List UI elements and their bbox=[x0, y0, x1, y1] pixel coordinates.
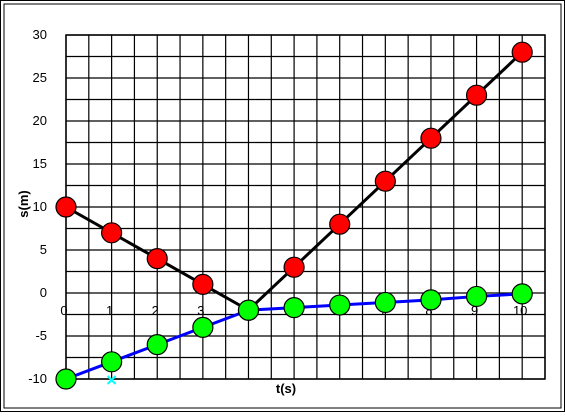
y-axis-title: s(m) bbox=[16, 190, 31, 217]
data-point-series-2 bbox=[465, 285, 488, 308]
x-tick-label: 9 bbox=[471, 303, 478, 318]
data-point-series-2 bbox=[101, 351, 123, 373]
x-tick-label: 2 bbox=[152, 303, 159, 318]
data-point-series-2 bbox=[283, 297, 305, 319]
x-tick-label: 10 bbox=[513, 303, 527, 318]
data-point-series-1 bbox=[192, 273, 214, 295]
x-tick-label: 8 bbox=[425, 303, 432, 318]
x-tick-label: 0 bbox=[60, 303, 67, 318]
grid bbox=[65, 34, 546, 380]
data-point-series-1 bbox=[420, 127, 442, 149]
data-point-series-2 bbox=[192, 316, 214, 338]
data-point-series-1 bbox=[55, 196, 77, 218]
data-point-series-1 bbox=[511, 41, 533, 63]
y-tick-label: 30 bbox=[33, 27, 47, 42]
data-point-series-1 bbox=[374, 170, 396, 192]
y-tick-label: 10 bbox=[33, 199, 47, 214]
y-tick-label: 25 bbox=[33, 70, 47, 85]
data-point-series-1 bbox=[146, 248, 168, 270]
x-axis-title: t(s) bbox=[276, 381, 296, 396]
y-tick-label: -10 bbox=[28, 371, 47, 386]
y-tick-label: 0 bbox=[40, 285, 47, 300]
data-markers bbox=[55, 41, 533, 390]
data-point-series-2 bbox=[511, 283, 533, 305]
data-point-series-1 bbox=[329, 213, 351, 235]
data-point-series-1 bbox=[283, 256, 305, 278]
data-point-series-2 bbox=[374, 291, 396, 314]
data-point-series-2 bbox=[146, 334, 168, 356]
y-tick-label: -5 bbox=[35, 328, 47, 343]
cross-marker-stroke bbox=[106, 375, 117, 385]
data-point-series-2 bbox=[329, 294, 351, 316]
data-point-series-2 bbox=[55, 368, 77, 390]
data-point-series-2 bbox=[237, 299, 260, 321]
annotations bbox=[106, 375, 117, 385]
x-tick-label: 3 bbox=[197, 303, 204, 318]
data-point-series-1 bbox=[465, 84, 488, 106]
data-point-series-2 bbox=[420, 289, 442, 311]
x-tick-label: 1 bbox=[106, 303, 113, 318]
y-tick-label: 15 bbox=[33, 156, 47, 171]
y-tick-label: 20 bbox=[33, 113, 47, 128]
y-tick-label: 5 bbox=[40, 242, 47, 257]
data-point-series-1 bbox=[101, 222, 123, 244]
